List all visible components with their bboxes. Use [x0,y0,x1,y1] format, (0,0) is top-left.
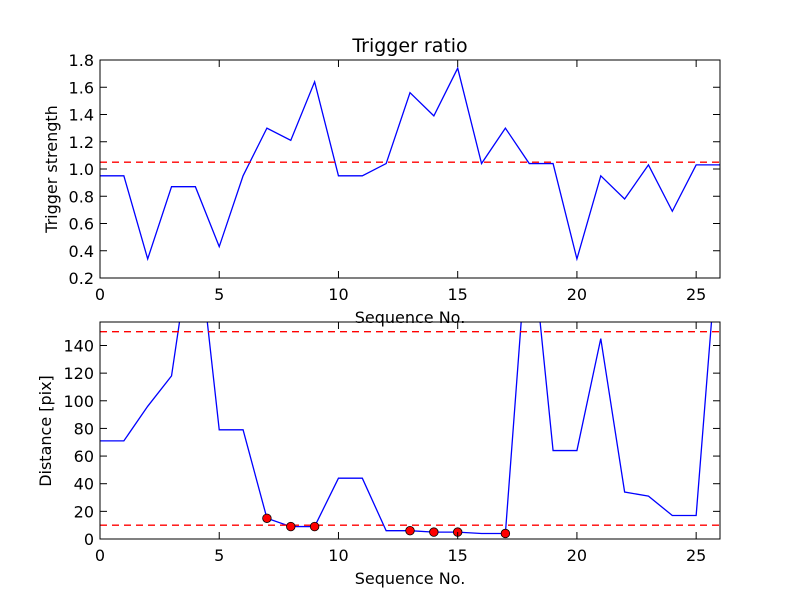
y-tick-label: 120 [63,364,94,383]
data-point-marker [500,528,511,539]
plot-area: 0 5 10 15 20 25 0 20 40 60 80 100 120 140 [63,321,721,565]
y-axis-label: Trigger strength [42,105,61,234]
y-tick-label: 1.8 [69,51,94,70]
y-tick-label: 1.4 [69,106,94,125]
y-tick-label: 1.6 [69,78,94,97]
y-tick-label: 40 [74,475,94,494]
y-axis-label: Distance [pix] [36,375,55,487]
x-tick-label: 0 [95,285,105,304]
x-tick-label: 10 [328,546,348,565]
x-tick-label: 10 [328,285,348,304]
y-tick-label: 0.4 [69,242,94,261]
x-tick-label: 5 [214,546,224,565]
plot-content [100,66,720,262]
x-tick-label: 15 [448,285,468,304]
series-line [100,66,720,262]
data-point-marker [309,521,320,532]
plot-area: 0 5 10 15 20 25 0.2 0.4 0.6 0.8 1.0 1.2 1.4 1.6 1.8 [69,51,721,304]
plot-frame [99,321,721,540]
y-tick-label: 0 [84,530,94,549]
y-tick-label: 140 [63,336,94,355]
y-tick-label: 100 [63,392,94,411]
trigger-ratio-chart: Trigger ratio Sequence No. Trigger stren… [42,35,721,327]
y-tick-label: 0.2 [69,269,94,288]
x-tick-label: 15 [448,546,468,565]
data-point-marker [262,513,272,523]
y-tick-label: 1.2 [69,133,94,152]
y-tick-label: 80 [74,419,94,438]
chart-title: Trigger ratio [351,35,467,57]
y-tick-label: 1.0 [69,160,94,179]
data-point-marker [286,521,296,532]
data-point-marker [405,526,415,536]
x-tick-label: 5 [214,285,224,304]
y-tick-label: 0.6 [69,215,94,234]
distance-chart: Sequence No. Distance [pix] 0 5 10 15 20 25 0 2… [36,321,721,588]
data-point-marker [429,527,439,537]
y-tick-label: 20 [74,502,94,521]
x-tick-label: 0 [95,546,105,565]
x-axis-label: Sequence No. [355,308,466,327]
x-tick-label: 25 [686,546,706,565]
x-tick-label: 25 [686,285,706,304]
y-tick-label: 60 [74,447,94,466]
y-tick-label: 0.8 [69,187,94,206]
x-tick-label: 20 [567,285,587,304]
x-tick-label: 20 [567,546,587,565]
x-axis-label: Sequence No. [355,569,466,588]
